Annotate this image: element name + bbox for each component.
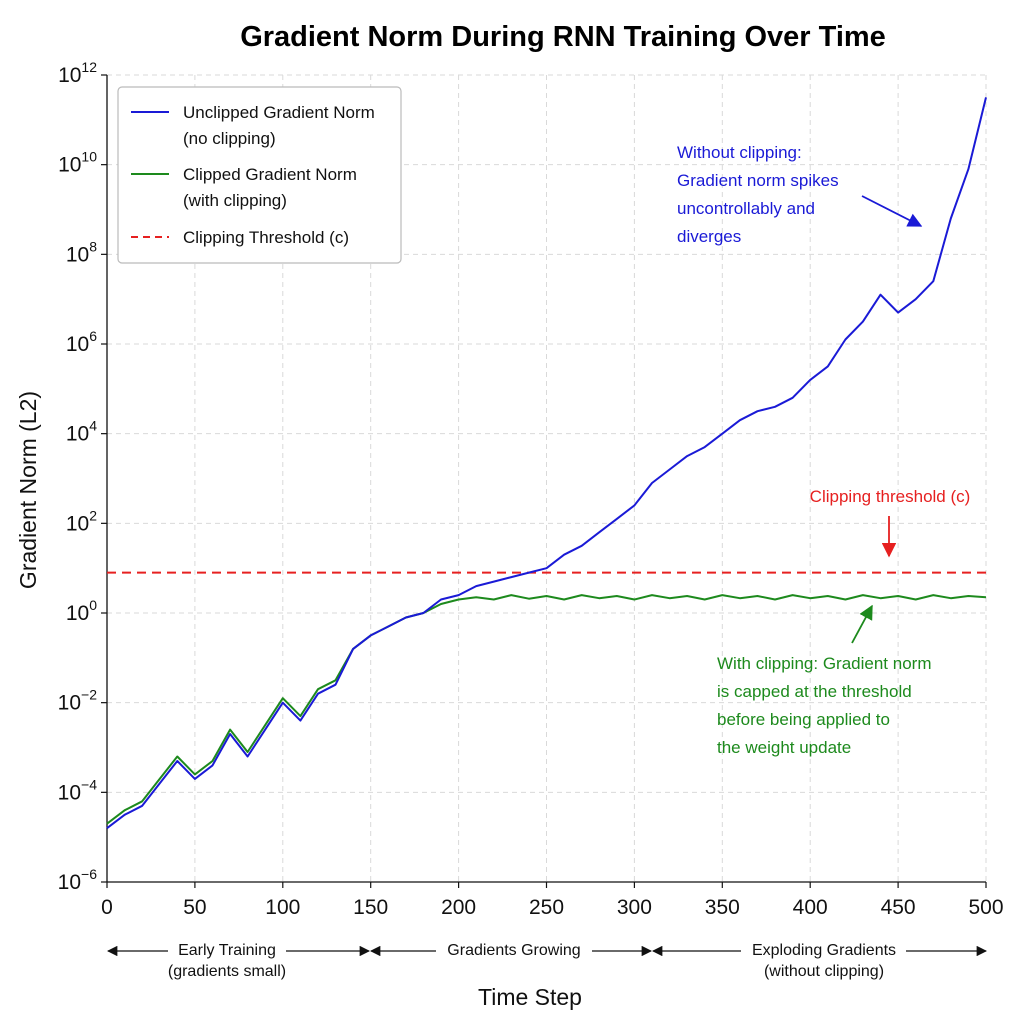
y-axis-label: Gradient Norm (L2): [15, 391, 41, 589]
chart-title: Gradient Norm During RNN Training Over T…: [240, 21, 886, 53]
annotation-unclipped-arrow: [861, 195, 923, 227]
phase-early-label-line2: (gradients small): [168, 963, 286, 980]
y-tick-label-8: 10−4: [58, 776, 98, 804]
x-tick-label-9: 450: [881, 896, 916, 919]
x-tick-label-4: 200: [441, 896, 476, 919]
phase-early-label-bg: [168, 937, 286, 963]
legend-label-clipped-line1: Clipped Gradient Norm: [183, 165, 357, 184]
y-tick-label-1: 1010: [58, 149, 97, 177]
y-tick-label-2: 108: [66, 238, 97, 266]
y-tick-label-6: 100: [66, 597, 97, 625]
legend-label-clipped-line2: (with clipping): [183, 191, 287, 210]
phase-early-label-line1: Early Training: [178, 942, 276, 959]
annotation-unclipped-line-2: Gradient norm spikes: [677, 171, 839, 190]
annotation-unclipped-line-4: diverges: [677, 227, 741, 246]
y-tick-label-0: 1012: [58, 59, 97, 87]
legend: Unclipped Gradient Norm (no clipping) Cl…: [117, 86, 402, 264]
x-tick-label-3: 150: [353, 896, 388, 919]
y-tick-label-9: 10−6: [58, 866, 98, 894]
annotation-clipped-line-1: With clipping: Gradient norm: [717, 654, 931, 673]
y-tick-label-5: 102: [66, 507, 97, 535]
phase-exploding-label-line1: Exploding Gradients: [752, 942, 896, 959]
y-tick-label-7: 10−2: [58, 687, 98, 715]
annotation-clipped-line-3: before being applied to: [717, 710, 890, 729]
phase-annotations: Early Training (gradients small) Gradien…: [106, 937, 988, 980]
legend-box: [117, 86, 402, 264]
annotation-threshold: Clipping threshold (c): [810, 487, 971, 558]
y-tick-label-3: 106: [66, 328, 97, 356]
annotation-clipped-line-2: is capped at the threshold: [717, 682, 912, 701]
legend-label-threshold: Clipping Threshold (c): [183, 228, 349, 247]
annotation-unclipped-line-3: uncontrollably and: [677, 199, 815, 218]
phase-growing-label-bg: [436, 937, 592, 963]
series-clipped-line: [106, 594, 987, 825]
legend-label-unclipped-line1: Unclipped Gradient Norm: [183, 103, 375, 122]
x-tick-label-5: 250: [529, 896, 564, 919]
series-layer: [106, 97, 987, 829]
phase-growing-label: Gradients Growing: [447, 942, 580, 959]
x-tick-label-10: 500: [968, 896, 1003, 919]
annotation-threshold-label: Clipping threshold (c): [810, 487, 971, 506]
annotation-unclipped: Without clipping: Gradient norm spikes u…: [677, 143, 923, 246]
y-tick-label-4: 104: [66, 418, 97, 446]
annotation-clipped-arrow: [851, 604, 873, 644]
legend-label-unclipped-line2: (no clipping): [183, 129, 276, 148]
x-axis-label: Time Step: [478, 984, 582, 1010]
series-unclipped-line: [106, 97, 987, 829]
x-tick-label-6: 300: [617, 896, 652, 919]
phase-exploding-label-line2: (without clipping): [764, 963, 884, 980]
x-tick-label-2: 100: [265, 896, 300, 919]
phase-exploding-label-bg: [741, 937, 906, 963]
x-tick-label-0: 0: [101, 896, 113, 919]
x-tick-label-8: 400: [793, 896, 828, 919]
x-tick-label-7: 350: [705, 896, 740, 919]
annotation-clipped: With clipping: Gradient norm is capped a…: [717, 604, 931, 757]
annotation-clipped-line-4: the weight update: [717, 738, 851, 757]
x-tick-label-1: 50: [183, 896, 206, 919]
ticks-layer: 0 50 100 150 200 250 300 350 400 450 500 1012 1010 10…: [58, 59, 1004, 919]
annotation-unclipped-line-1: Without clipping:: [677, 143, 802, 162]
